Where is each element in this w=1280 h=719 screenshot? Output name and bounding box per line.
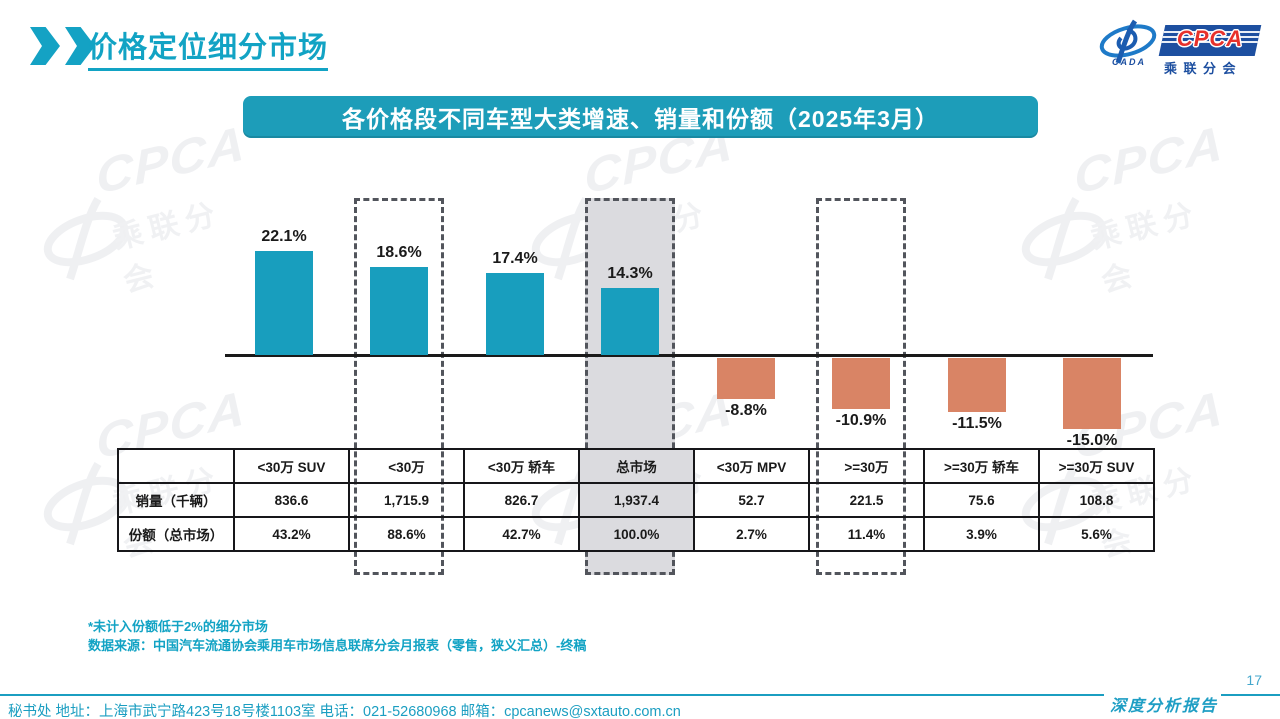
table-header-row: <30万 SUV <30万 <30万 轿车 总市场 <30万 MPV >=30万 >=30万… xyxy=(117,448,1155,484)
row-header-cell: 销量（千辆） xyxy=(117,482,235,518)
table-cell: 836.6 xyxy=(233,482,350,518)
row-header-cell xyxy=(117,448,235,484)
bar-label-1: 18.6% xyxy=(376,244,422,261)
table-cell: <30万 xyxy=(348,448,465,484)
chart-title: 各价格段不同车型大类增速、销量和份额（2025年3月） xyxy=(342,106,939,132)
table-cell: <30万 MPV xyxy=(693,448,810,484)
watermark-swoosh-icon xyxy=(43,196,129,281)
bar-label-0: 22.1% xyxy=(261,228,307,245)
table-cell: 2.7% xyxy=(693,516,810,552)
table-row-share: 份额（总市场） 43.2% 88.6% 42.7% 100.0% 2.7% 11.4% 3.9… xyxy=(117,516,1155,552)
table-cell: 88.6% xyxy=(348,516,465,552)
table-cell: 总市场 xyxy=(578,448,695,484)
table-cell: 108.8 xyxy=(1038,482,1155,518)
page-number: 17 xyxy=(1246,672,1262,688)
watermark-subtitle-text: 乘联分会 xyxy=(1087,196,1204,299)
cpca-logo: CADA CPCA 乘联分会 xyxy=(1098,16,1263,76)
bar-5 xyxy=(832,358,890,409)
data-table: <30万 SUV <30万 <30万 轿车 总市场 <30万 MPV >=30万 >=30万… xyxy=(117,448,1155,552)
bar-1 xyxy=(370,267,428,355)
footer-contact: 秘书处 地址：上海市武宁路423号18号楼1103室 电话：021-526809… xyxy=(8,704,681,719)
table-row-sales: 销量（千辆） 836.6 1,715.9 826.7 1,937.4 52.7 221.5 7… xyxy=(117,482,1155,518)
bar-label-4: -8.8% xyxy=(725,402,767,419)
cada-text: CADA xyxy=(1112,57,1146,67)
title-chevron-icon xyxy=(30,27,95,65)
page-title: 价格定位细分市场 xyxy=(88,24,329,71)
table-cell: 1,937.4 xyxy=(578,482,695,518)
table-cell: 5.6% xyxy=(1038,516,1155,552)
bar-2 xyxy=(486,273,544,355)
table-cell: >=30万 SUV xyxy=(1038,448,1155,484)
table-cell: 1,715.9 xyxy=(348,482,465,518)
bar-label-5: -10.9% xyxy=(835,412,887,429)
table-cell: >=30万 轿车 xyxy=(923,448,1040,484)
row-header-cell: 份额（总市场） xyxy=(117,516,235,552)
bar-label-2: 17.4% xyxy=(492,250,538,267)
table-cell: 3.9% xyxy=(923,516,1040,552)
cpca-wordmark: CPCA xyxy=(1176,26,1244,51)
footer-rule-left xyxy=(0,694,1104,696)
footnote-1: *未计入份额低于2%的细分市场 xyxy=(88,619,268,634)
watermark-cpca-text: CPCA xyxy=(1073,115,1225,205)
zero-axis-line xyxy=(225,354,1153,357)
footnote-2: 数据来源：中国汽车流通协会乘用车市场信息联席分会月报表（零售，狭义汇总）-终稿 xyxy=(88,638,587,653)
bar-7 xyxy=(1063,358,1121,429)
table-cell: <30万 SUV xyxy=(233,448,350,484)
table-cell: 100.0% xyxy=(578,516,695,552)
table-cell: >=30万 xyxy=(808,448,925,484)
watermark-cpca-text: CPCA xyxy=(95,115,247,205)
highlight-box-1 xyxy=(354,198,444,575)
table-cell: 43.2% xyxy=(233,516,350,552)
table-cell: 75.6 xyxy=(923,482,1040,518)
table-cell: 52.7 xyxy=(693,482,810,518)
cpca-swoosh-icon xyxy=(1099,19,1157,64)
bar-6 xyxy=(948,358,1006,412)
table-cell: 11.4% xyxy=(808,516,925,552)
bar-4 xyxy=(717,358,775,399)
report-label: 深度分析报告 xyxy=(1107,692,1222,716)
footer-rule-right xyxy=(1206,694,1280,696)
table-cell: 826.7 xyxy=(463,482,580,518)
chart-title-banner: 各价格段不同车型大类增速、销量和份额（2025年3月） xyxy=(243,96,1038,138)
table-cell: 42.7% xyxy=(463,516,580,552)
watermark-swoosh-icon xyxy=(1021,196,1107,281)
bar-label-7: -15.0% xyxy=(1066,432,1118,449)
chevron-right-icon xyxy=(30,27,60,65)
data-table-wrap: <30万 SUV <30万 <30万 轿车 总市场 <30万 MPV >=30万 >=30万… xyxy=(117,448,1155,552)
bar-3 xyxy=(601,288,659,355)
bar-label-3: 14.3% xyxy=(607,265,653,282)
bar-0 xyxy=(255,251,313,355)
highlight-box-5 xyxy=(816,198,906,575)
logo-subtitle: 乘联分会 xyxy=(1164,61,1243,76)
table-cell: <30万 轿车 xyxy=(463,448,580,484)
bar-label-6: -11.5% xyxy=(952,415,1002,432)
table-cell: 221.5 xyxy=(808,482,925,518)
